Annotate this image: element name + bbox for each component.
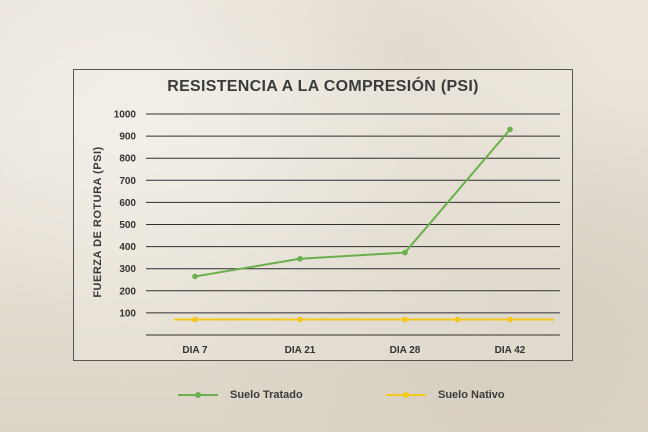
legend-item-suelo-nativo: Suelo Nativo bbox=[386, 385, 505, 405]
data-point bbox=[454, 316, 461, 323]
y-tick-label: 200 bbox=[119, 286, 136, 297]
chart-frame bbox=[73, 69, 573, 361]
x-tick-label: DIA 7 bbox=[182, 345, 208, 356]
data-point bbox=[297, 255, 303, 262]
x-tick-label: DIA 21 bbox=[285, 345, 316, 356]
y-tick-label: 400 bbox=[119, 242, 136, 253]
data-point bbox=[402, 249, 408, 256]
legend-label-suelo-tratado: Suelo Tratado bbox=[230, 389, 303, 401]
x-tick-labels: DIA 7 DIA 21 DIA 28 DIA 42 bbox=[182, 345, 525, 356]
y-tick-label: 600 bbox=[119, 198, 136, 209]
data-point bbox=[297, 316, 303, 323]
y-tick-label: 900 bbox=[119, 132, 136, 143]
series-suelo-tratado bbox=[192, 126, 513, 280]
x-tick-label: DIA 42 bbox=[495, 345, 526, 356]
legend-swatch-suelo-nativo bbox=[386, 385, 426, 405]
y-tick-label: 100 bbox=[119, 308, 136, 319]
y-tick-label: 500 bbox=[119, 220, 136, 231]
x-tick-label: DIA 28 bbox=[390, 345, 421, 356]
legend-item-suelo-tratado: Suelo Tratado bbox=[178, 385, 303, 405]
legend-dot bbox=[403, 392, 409, 398]
gridlines bbox=[146, 113, 560, 336]
data-point bbox=[402, 316, 408, 323]
y-tick-labels: 100 200 300 400 500 600 700 800 900 1000 bbox=[114, 110, 137, 320]
data-point bbox=[192, 273, 198, 280]
series-layer bbox=[174, 126, 554, 323]
legend-swatch-suelo-tratado bbox=[178, 385, 218, 405]
y-tick-label: 300 bbox=[119, 264, 136, 275]
data-point bbox=[507, 316, 513, 323]
series-line bbox=[194, 128, 511, 278]
y-tick-label: 800 bbox=[119, 154, 136, 165]
chart-title: RESISTENCIA A LA COMPRESIÓN (PSI) bbox=[167, 78, 479, 95]
legend-label-suelo-nativo: Suelo Nativo bbox=[438, 389, 505, 401]
data-point bbox=[192, 316, 198, 323]
y-tick-label: 700 bbox=[119, 176, 136, 187]
series-suelo-nativo bbox=[174, 316, 554, 323]
data-point bbox=[507, 126, 513, 133]
legend-dot bbox=[195, 392, 201, 398]
y-tick-label: 1000 bbox=[114, 110, 137, 121]
